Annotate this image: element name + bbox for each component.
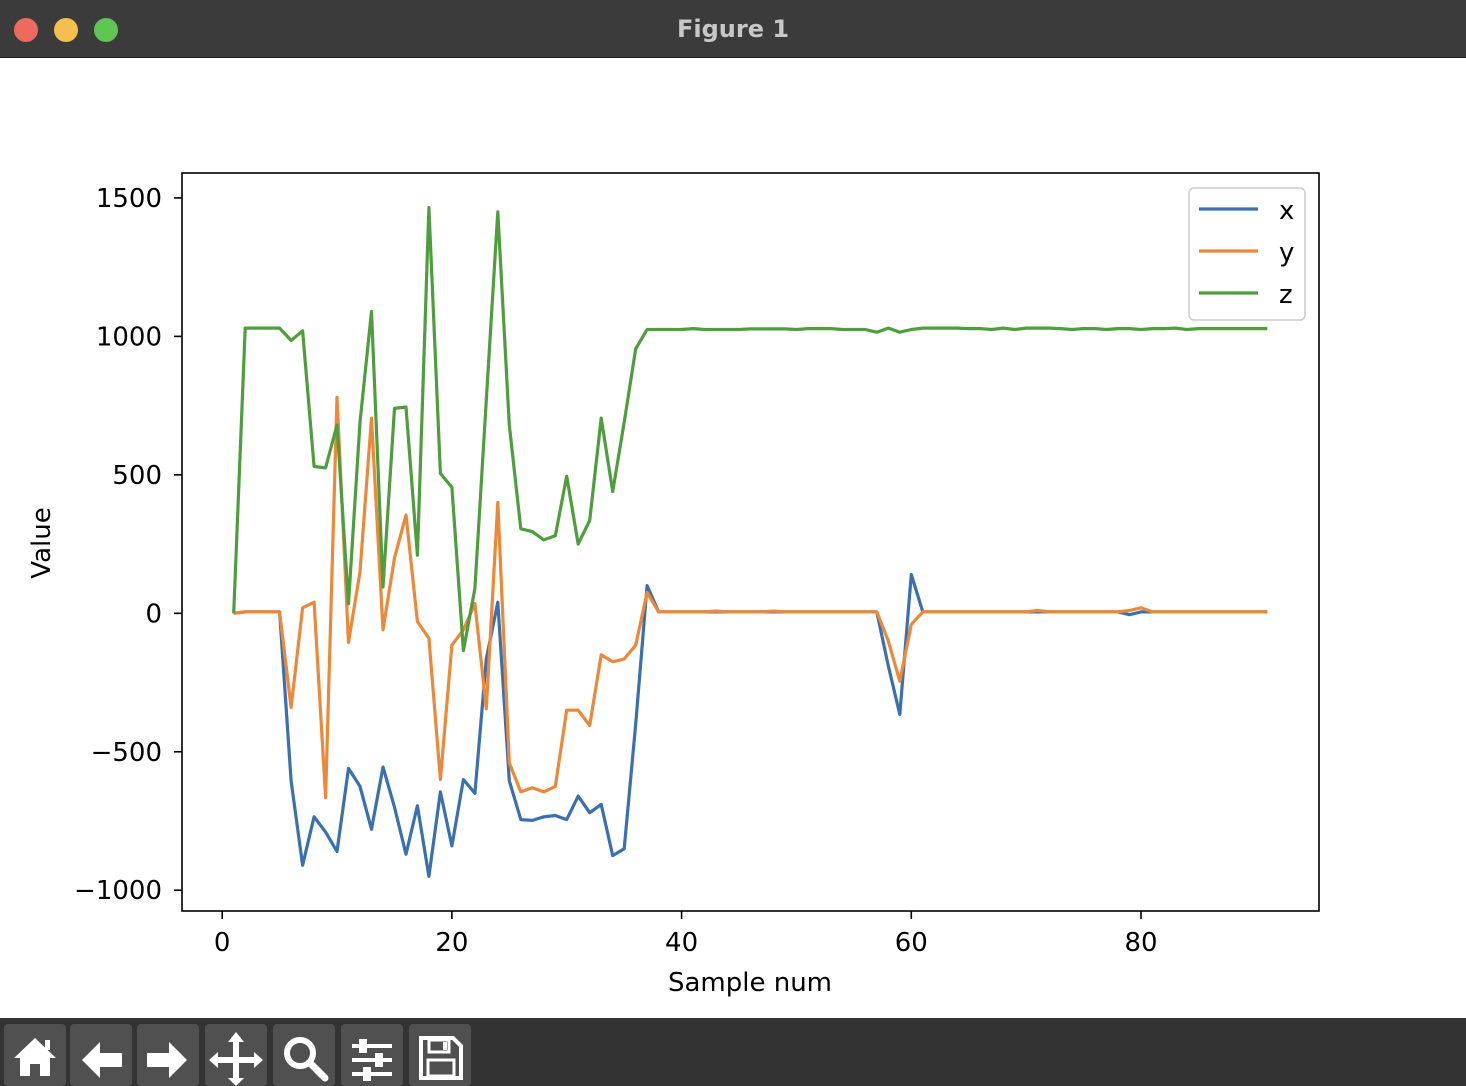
configure-subplots-icon xyxy=(352,1039,392,1081)
y-tick-label: 1500 xyxy=(96,184,162,214)
y-axis-label: Value xyxy=(27,507,57,578)
forward-button[interactable] xyxy=(137,1024,199,1086)
legend-label-y: y xyxy=(1279,238,1294,268)
save-floppy-icon xyxy=(419,1036,463,1080)
legend-label-z: z xyxy=(1279,280,1293,310)
plot-frame xyxy=(181,172,1320,912)
x-tick-label: 0 xyxy=(214,928,231,958)
x-tick-label: 60 xyxy=(895,928,928,958)
window-title: Figure 1 xyxy=(676,15,790,43)
pan-move-icon xyxy=(209,1032,263,1086)
legend-label-x: x xyxy=(1279,196,1294,226)
zoom-magnifier-icon xyxy=(284,1037,329,1082)
x-axis-label: Sample num xyxy=(668,968,832,998)
zoom-button[interactable] xyxy=(273,1024,335,1086)
x-tick-label: 80 xyxy=(1124,928,1157,958)
series-line-y xyxy=(233,395,1268,800)
pan-button[interactable] xyxy=(205,1024,267,1086)
series-lines xyxy=(232,206,1268,879)
x-axis-ticks: 0 20 40 60 80 xyxy=(214,911,1158,958)
back-arrow-icon xyxy=(82,1042,122,1078)
home-button[interactable] xyxy=(4,1024,66,1086)
window-titlebar: Figure 1 xyxy=(0,0,1466,58)
series-line-x xyxy=(233,572,1268,879)
close-window-button[interactable] xyxy=(14,18,38,42)
maximize-window-button[interactable] xyxy=(94,18,118,42)
y-tick-label: 500 xyxy=(112,461,162,491)
navigation-toolbar xyxy=(0,1018,1466,1086)
y-tick-label: −1000 xyxy=(74,876,162,906)
x-tick-label: 40 xyxy=(665,928,698,958)
y-tick-label: 0 xyxy=(145,599,162,629)
save-button[interactable] xyxy=(409,1024,471,1086)
configure-subplots-button[interactable] xyxy=(341,1024,403,1086)
minimize-window-button[interactable] xyxy=(54,18,78,42)
home-icon xyxy=(14,1038,56,1076)
y-tick-label: −500 xyxy=(91,738,162,768)
legend-box xyxy=(1188,187,1306,321)
legend: x y z xyxy=(1188,187,1306,321)
y-tick-label: 1000 xyxy=(96,322,162,352)
back-button[interactable] xyxy=(70,1024,132,1086)
series-line-z xyxy=(232,206,1268,653)
line-chart: 0 20 40 60 80 −1000 −500 0 500 1000 1500 Sample n… xyxy=(27,172,1320,998)
forward-arrow-icon xyxy=(147,1042,187,1078)
y-axis-ticks: −1000 −500 0 500 1000 1500 xyxy=(74,184,182,906)
figure-canvas: 0 20 40 60 80 −1000 −500 0 500 1000 1500 Sample n… xyxy=(0,58,1466,1020)
x-tick-label: 20 xyxy=(435,928,468,958)
